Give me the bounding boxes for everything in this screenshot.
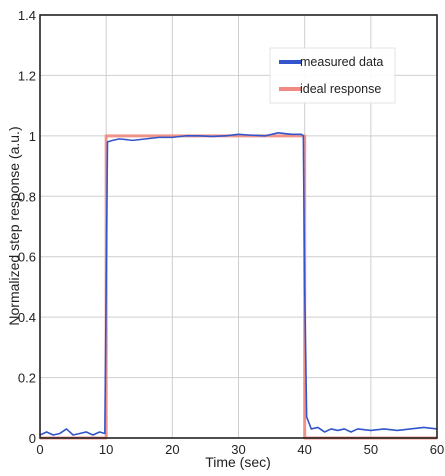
tick-labels: 0 10 20 30 40 50 60 0 0.2 0.4 0.6 0.8 1 1.2 1.4 — [18, 8, 444, 457]
series-measured-data-line — [39, 132, 438, 436]
y-axis-label: Normalized step response (a.u.) — [6, 126, 22, 325]
x-tick-label: 30 — [231, 442, 245, 457]
x-tick-label: 60 — [430, 442, 444, 457]
y-tick-label: 1.2 — [18, 68, 36, 83]
legend: measured data ideal response — [269, 47, 396, 104]
y-tick-label: 1 — [29, 129, 36, 144]
x-tick-label: 50 — [364, 442, 378, 457]
y-tick-label: 1.4 — [18, 8, 36, 23]
plot-frame — [39, 14, 438, 439]
y-tick-label: 0.6 — [18, 250, 36, 265]
legend-label-ideal: ideal response — [300, 82, 381, 96]
x-tick-label: 40 — [297, 442, 311, 457]
x-tick-label: 10 — [99, 442, 113, 457]
y-tick-label: 0 — [29, 431, 36, 446]
legend-box — [269, 47, 396, 104]
x-tick-label: 0 — [36, 442, 43, 457]
y-tick-label: 0.8 — [18, 189, 36, 204]
legend-label-measured: measured data — [300, 55, 383, 69]
y-tick-label: 0.2 — [18, 371, 36, 386]
x-axis-label: Time (sec) — [205, 454, 271, 470]
y-tick-label: 0.4 — [18, 310, 36, 325]
x-tick-label: 20 — [165, 442, 179, 457]
